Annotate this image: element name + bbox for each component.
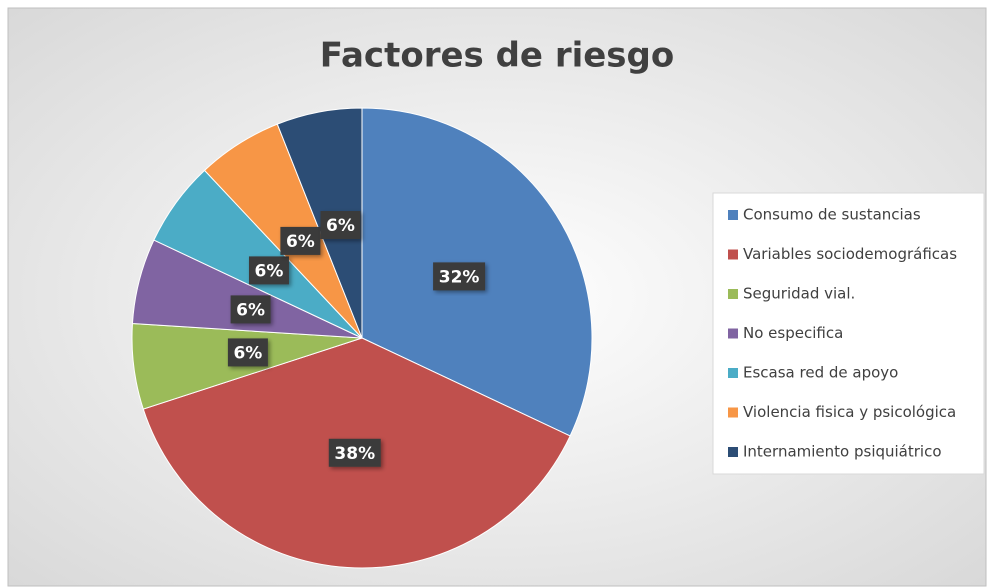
data-label: 6%: [326, 216, 355, 236]
legend-swatch: [728, 328, 738, 339]
legend-swatch: [728, 368, 738, 378]
legend-label: No especifica: [743, 324, 843, 342]
legend-label: Violencia fisica y psicológica: [743, 403, 956, 421]
data-label-box: [328, 438, 381, 467]
legend: [712, 192, 985, 475]
legend-label: Consumo de sustancias: [743, 206, 921, 224]
data-label-box: [248, 256, 289, 285]
data-label-box: [227, 338, 268, 367]
data-label-box: [230, 295, 271, 324]
data-label: 6%: [233, 343, 262, 363]
data-label: 6%: [236, 300, 265, 320]
chart-title: Factores de riesgo: [320, 36, 675, 76]
legend-swatch: [728, 210, 738, 220]
legend-label: Variables sociodemográficas: [743, 245, 957, 263]
data-label-box: [280, 226, 321, 255]
legend-swatch: [728, 407, 738, 418]
legend-swatch: [728, 249, 738, 260]
data-label-box: [320, 211, 361, 240]
pie-slice: [276, 107, 363, 339]
legend-swatch: [728, 289, 738, 299]
legend-label: Escasa red de apoyo: [743, 364, 898, 382]
data-label: 6%: [255, 261, 284, 281]
legend-label: Seguridad vial.: [743, 285, 855, 303]
legend-label: Internamiento psiquiátrico: [743, 443, 942, 461]
data-label: 38%: [334, 444, 375, 464]
legend-swatch: [728, 447, 738, 457]
data-label: 32%: [439, 267, 480, 287]
data-label-box: [433, 262, 486, 291]
data-label: 6%: [286, 232, 315, 252]
